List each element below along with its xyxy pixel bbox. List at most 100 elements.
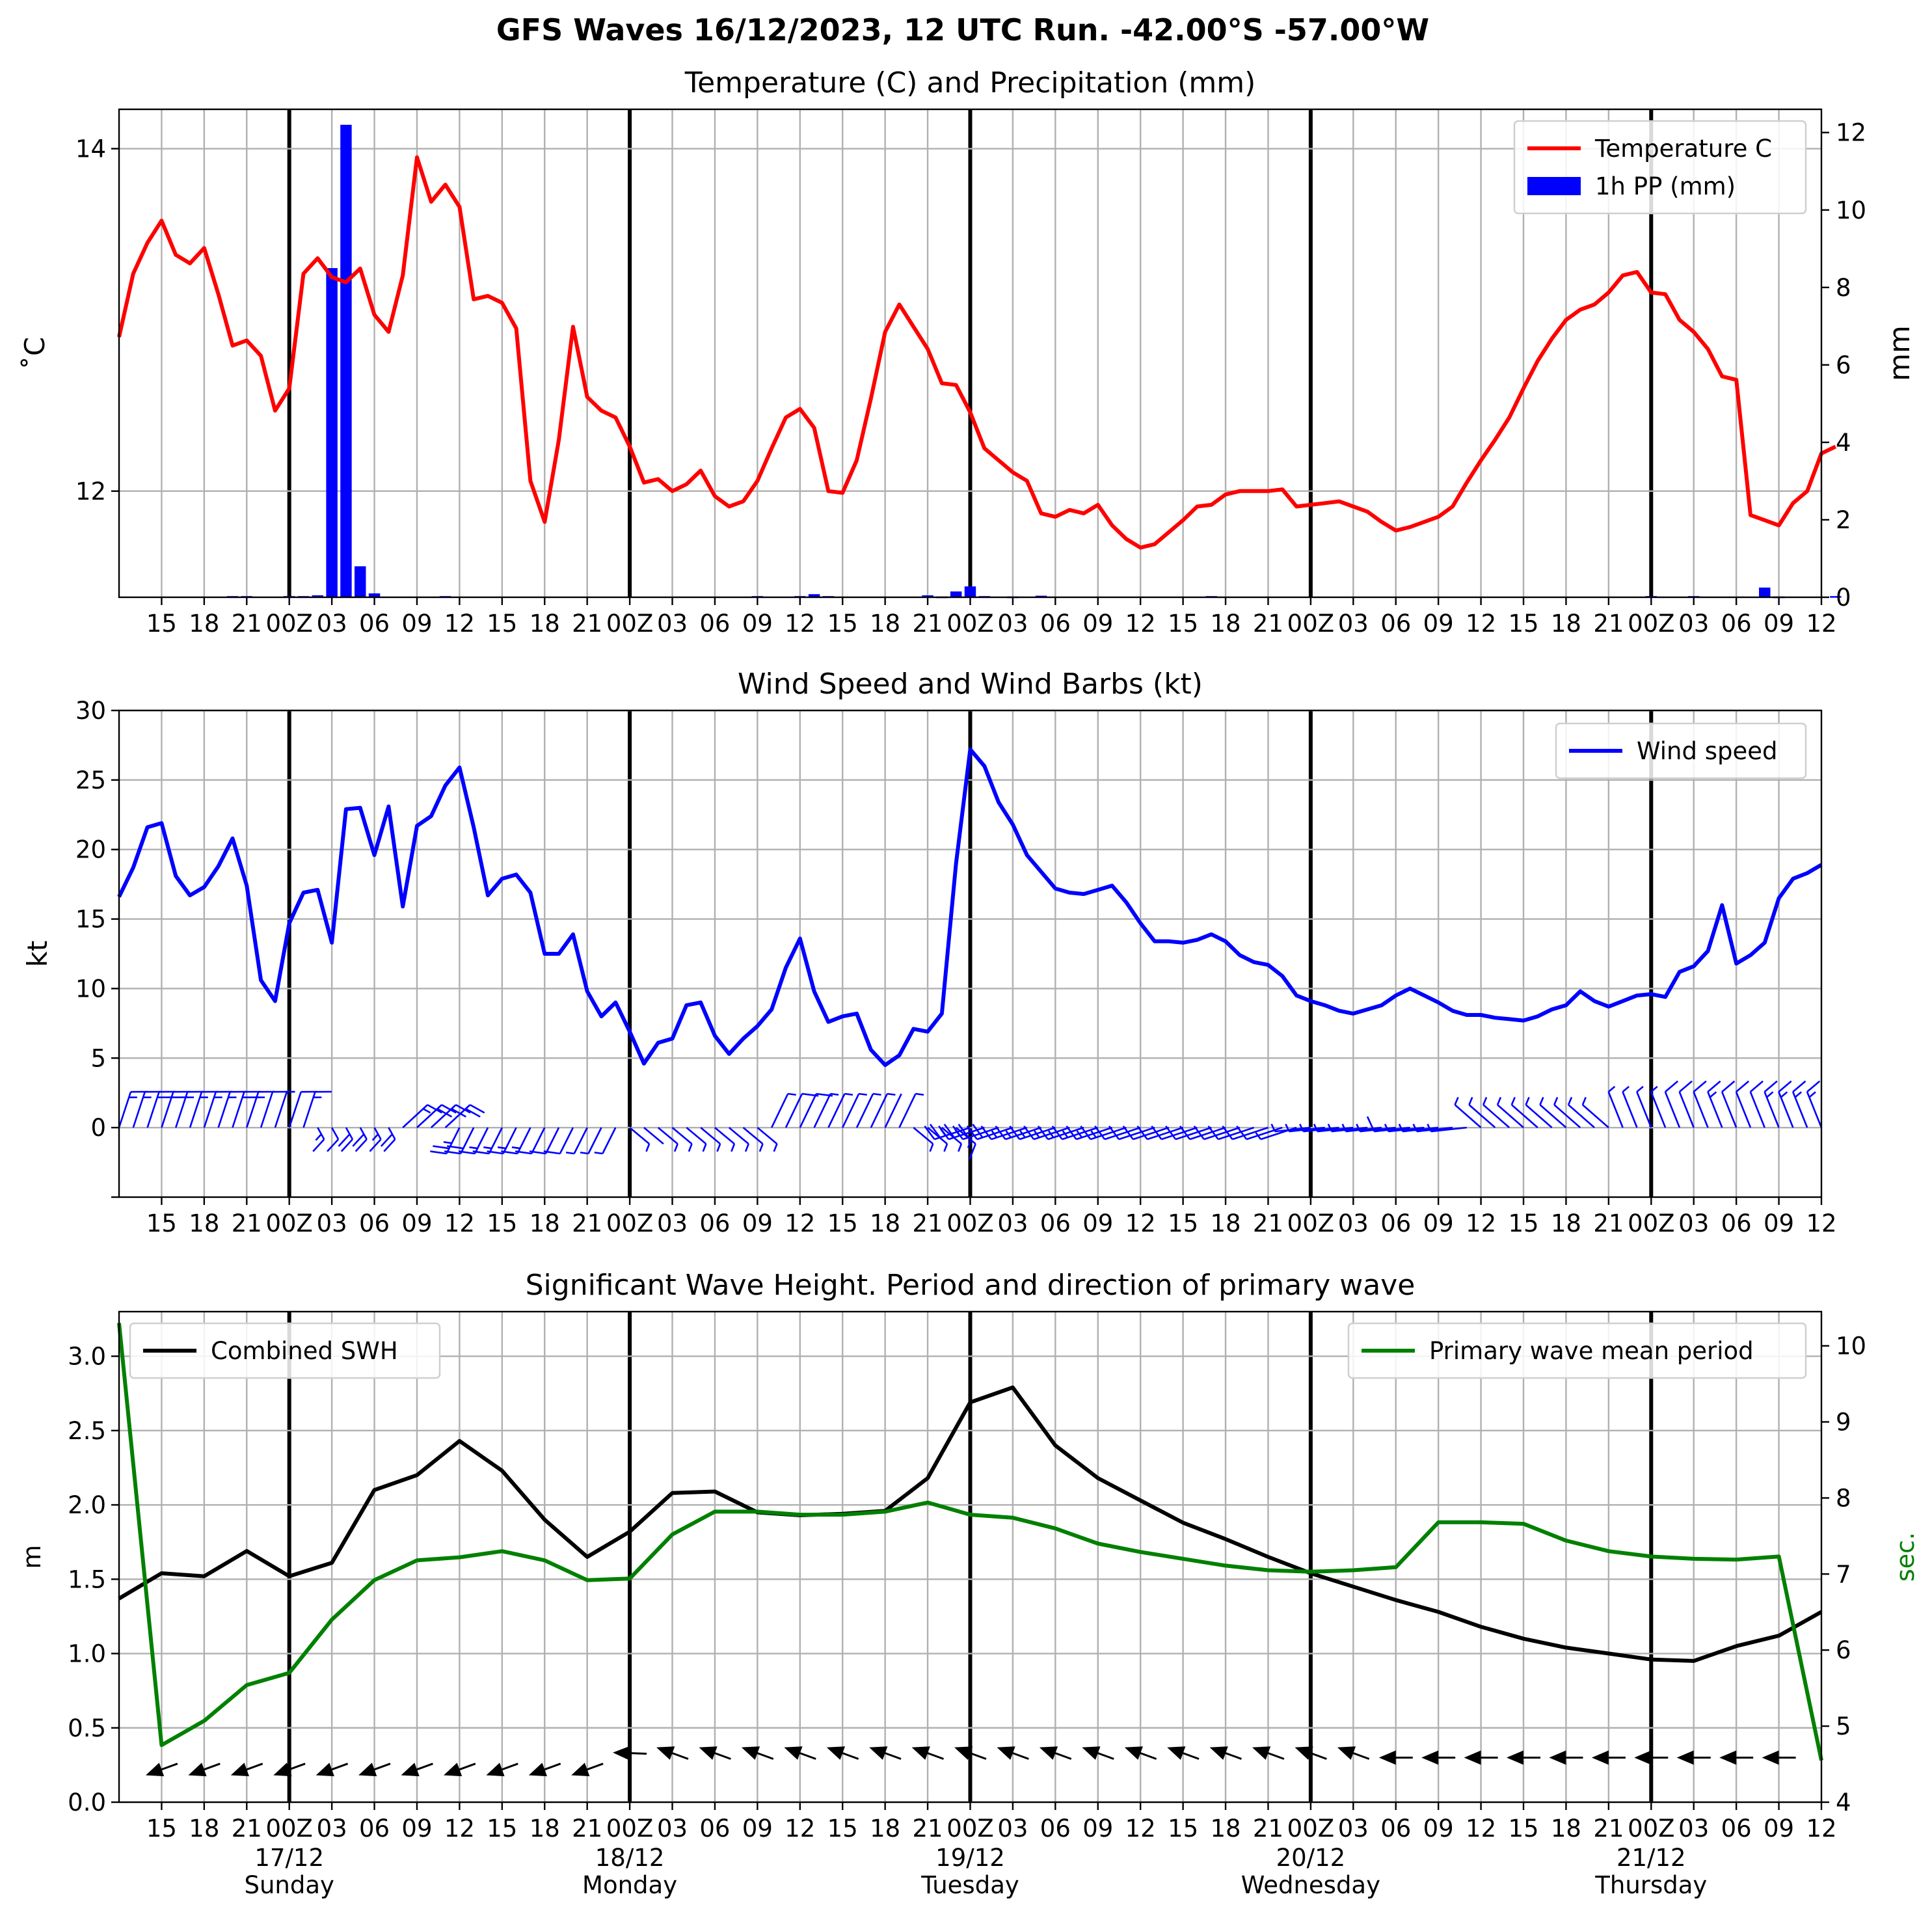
wind-barb-flag (338, 1133, 351, 1147)
wind-barb-flag (1270, 1124, 1276, 1132)
x-tick-label: 12 (1466, 1209, 1496, 1237)
wind-barb-flag (1665, 1080, 1679, 1093)
x-tick-label: 15 (1168, 1209, 1198, 1237)
wind-barb-flag (788, 1092, 796, 1096)
wind-barb-flag (447, 1145, 464, 1150)
wind-barb-flag (472, 1150, 490, 1155)
wind-barb-flag (327, 1139, 340, 1152)
wind-barb (1133, 1126, 1170, 1141)
y2-tick-label: 2 (1836, 506, 1851, 534)
wind-barb (1791, 1091, 1808, 1128)
day-weekday-label: Sunday (244, 1871, 334, 1899)
wind-barb-flag (529, 1150, 546, 1155)
wind-barb (934, 1126, 971, 1141)
wave-direction-arrowhead (1676, 1750, 1694, 1765)
wind-barb (728, 1127, 749, 1145)
day-weekday-label: Monday (582, 1871, 677, 1899)
y2-tick-label: 4 (1836, 429, 1851, 457)
wind-barb (842, 1093, 860, 1128)
panel-title: Significant Wave Height. Period and dire… (526, 1269, 1415, 1302)
x-tick-label: 03 (317, 1815, 347, 1843)
x-tick-label: 12 (1466, 610, 1496, 638)
x-tick-label: 00Z (265, 1815, 312, 1843)
y-axis-label: m (18, 1545, 46, 1569)
panel-2: 0 5 10 15 20 25 30 Wind Speed and Wind Barbs (k… (21, 668, 1837, 1237)
x-tick-label: 15 (827, 1209, 858, 1237)
wind-barb-flag (1808, 1091, 1816, 1098)
wind-barb (1374, 1126, 1410, 1133)
wind-barb-flag (515, 1150, 532, 1155)
x-tick-label: 09 (742, 610, 773, 638)
x-tick-label: 18 (1551, 1209, 1581, 1237)
wind-barb (686, 1127, 707, 1145)
axes-frame (118, 709, 1823, 1198)
wind-barb-flag (1427, 1124, 1432, 1132)
wind-barb-flag (966, 1126, 978, 1140)
wind-barb-flag (1009, 1126, 1021, 1140)
x-tick-label: 09 (401, 1815, 432, 1843)
wind-barb-flag (1341, 1124, 1347, 1132)
x-tick-label: 15 (487, 1209, 517, 1237)
x-tick-label: 06 (359, 1209, 390, 1237)
x-tick-label: 00Z (606, 1815, 653, 1843)
wind-barb (1749, 1091, 1765, 1128)
wind-barb (948, 1126, 985, 1141)
x-tick-label: 09 (1082, 1815, 1113, 1843)
wind-barb (1161, 1126, 1198, 1141)
wave-direction-arrowhead (1082, 1746, 1101, 1760)
wind-barb (1118, 1126, 1155, 1141)
panels: 12 14 Temperature (C) and Precipitation (m… (18, 66, 1920, 1899)
x-tick-label: 06 (699, 1209, 730, 1237)
x-tick-label: 12 (444, 1209, 475, 1237)
x-tick-label: 21 (913, 1815, 943, 1843)
wind-barb-flag (1709, 1091, 1717, 1098)
wave-direction-arrowhead (188, 1763, 207, 1777)
x-tick-label: 21 (232, 610, 262, 638)
wind-barb-flag (1496, 1096, 1502, 1105)
wind-barb-flag (958, 1143, 963, 1152)
x-tick-label: 06 (1721, 610, 1752, 638)
x-tick-label: 06 (1040, 1209, 1071, 1237)
wind-barb (927, 1127, 948, 1145)
wind-barb (460, 1127, 475, 1154)
day-weekday-label: Thursday (1594, 1871, 1707, 1899)
wind-barb-flag (1094, 1126, 1106, 1140)
x-tick-label: 03 (997, 610, 1028, 638)
wind-barb (1317, 1126, 1354, 1133)
wind-barb-flag (441, 1104, 457, 1114)
wind-barb (1510, 1104, 1538, 1129)
y2-tick-label: 6 (1836, 1636, 1851, 1664)
x-tick-label: 03 (317, 610, 347, 638)
x-tick-label: 00Z (1287, 610, 1334, 638)
wave-direction-arrowhead (315, 1763, 334, 1777)
y-tick-label: 15 (75, 906, 106, 934)
y2-tick-label: 7 (1836, 1560, 1851, 1588)
wind-barb-flag (369, 1139, 382, 1152)
wind-barb-flag (1553, 1096, 1559, 1105)
wind-barb (657, 1127, 678, 1145)
y-tick-label: 2.0 (68, 1491, 106, 1519)
x-tick-label: 21 (232, 1815, 262, 1843)
wave-direction-arrowhead (1421, 1750, 1439, 1765)
wind-barb (1693, 1091, 1709, 1128)
wind-barb-flag (1019, 1130, 1026, 1139)
x-tick-label: 21 (913, 610, 943, 638)
wind-barb (884, 1093, 902, 1128)
wind-barb (474, 1127, 489, 1154)
wind-barb-flag (758, 1143, 764, 1152)
precip-bar (808, 594, 820, 597)
wind-barb (1345, 1126, 1382, 1133)
wind-barb-flag (915, 1092, 924, 1096)
wind-barb-flag (465, 1108, 481, 1118)
wind-barb-flag (924, 1126, 935, 1140)
wind-barb (1430, 1126, 1467, 1133)
x-tick-label: 21 (1593, 1815, 1624, 1843)
wind-barb-flag (1356, 1124, 1361, 1132)
wind-barb-flag (972, 1124, 984, 1139)
x-tick-label: 21 (572, 1815, 602, 1843)
wind-barb-flag (830, 1092, 839, 1096)
wind-barb-flag (1047, 1130, 1054, 1139)
wind-barb (785, 1093, 803, 1128)
x-tick-label: 18 (189, 1209, 219, 1237)
wave-direction-arrowhead (146, 1763, 165, 1777)
